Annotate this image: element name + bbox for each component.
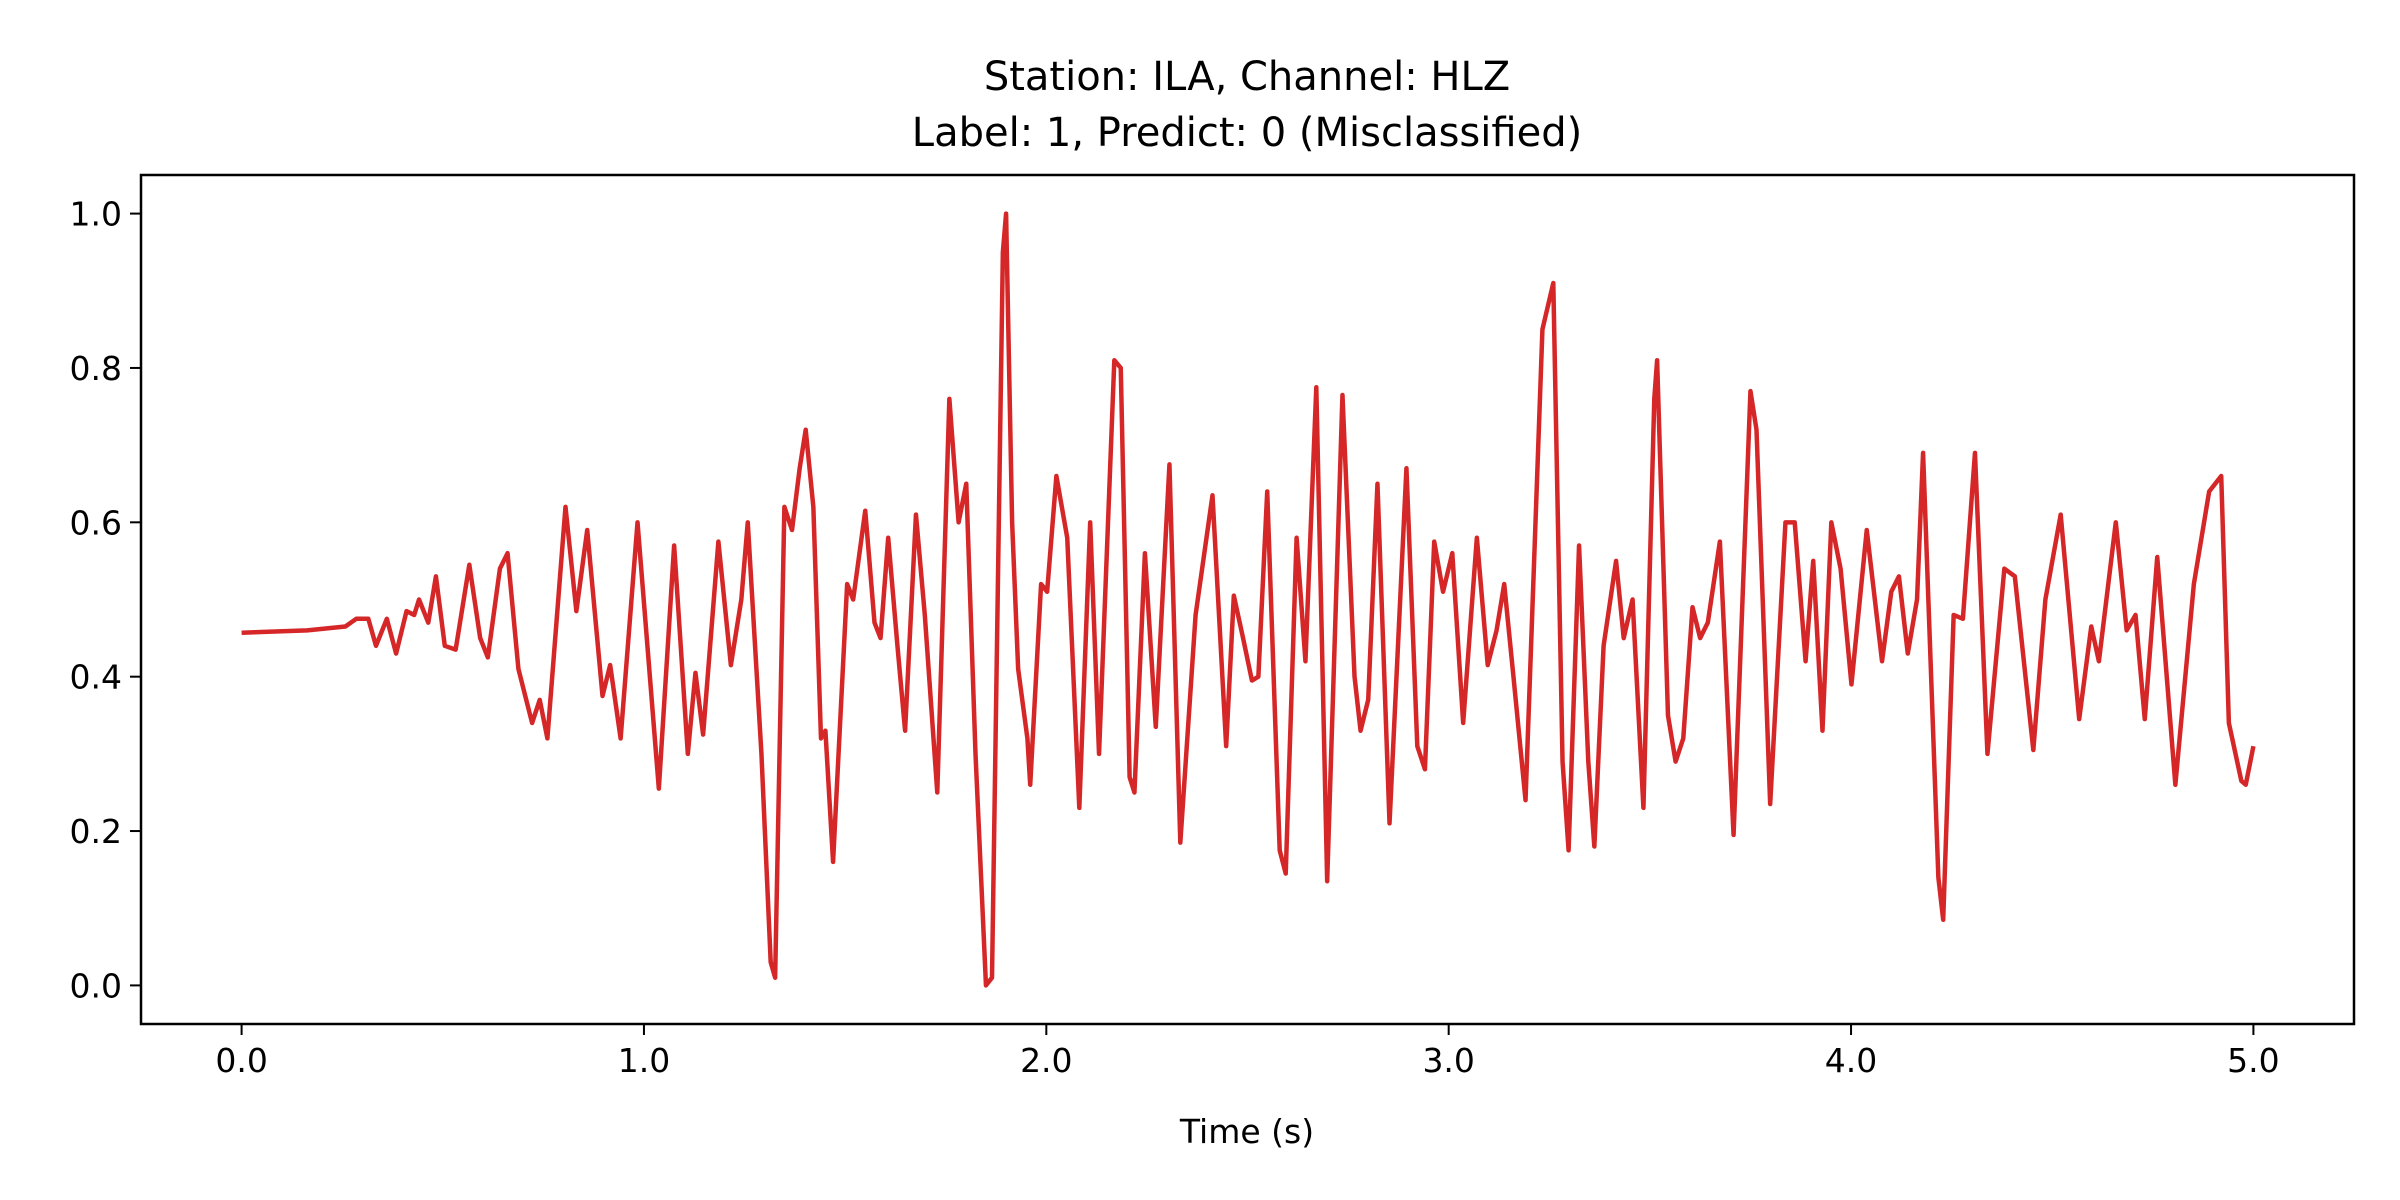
chart-title: Station: ILA, Channel: HLZ — [984, 54, 1510, 100]
x-tick-label: 5.0 — [2227, 1041, 2279, 1080]
axes-frame — [139, 173, 2356, 1026]
x-tick-label: 2.0 — [1020, 1041, 1072, 1080]
y-tick-label: 0.0 — [70, 966, 122, 1005]
x-tick-label: 0.0 — [215, 1041, 267, 1080]
plot-area — [241, 211, 2256, 988]
waveform-line — [241, 211, 2256, 988]
y-tick-label: 1.0 — [70, 195, 122, 234]
chart-subtitle: Label: 1, Predict: 0 (Misclassified) — [912, 110, 1582, 156]
x-axis-label: Time (s) — [1179, 1112, 1314, 1151]
y-tick-label: 0.2 — [70, 812, 122, 851]
x-tick-label: 4.0 — [1825, 1041, 1877, 1080]
x-tick-label: 1.0 — [618, 1041, 670, 1080]
y-tick-label: 0.8 — [70, 349, 122, 388]
x-tick-label: 3.0 — [1422, 1041, 1474, 1080]
y-tick-label: 0.4 — [70, 658, 122, 697]
y-tick-label: 0.6 — [70, 503, 122, 542]
